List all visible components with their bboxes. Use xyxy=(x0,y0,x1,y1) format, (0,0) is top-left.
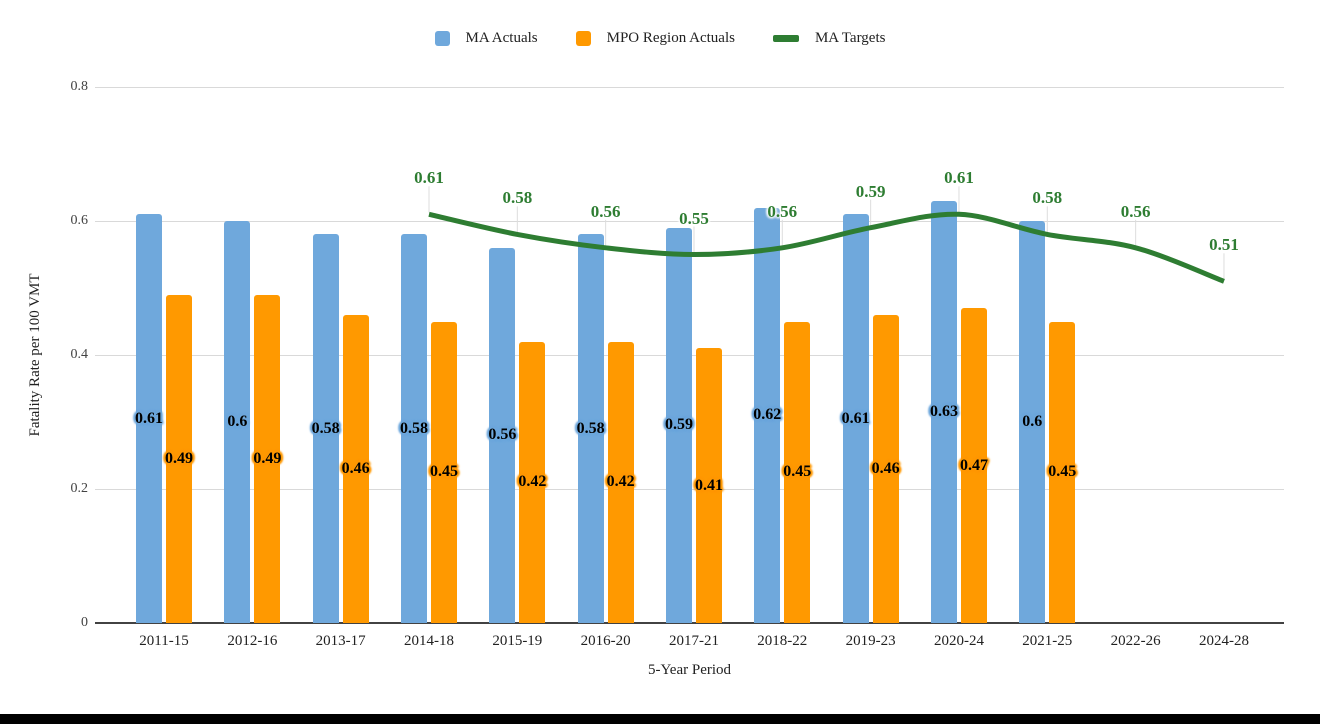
bar-mpo-region-actuals-2013-17[interactable] xyxy=(342,314,369,623)
x-axis-title: 5-Year Period xyxy=(647,662,732,678)
legend-swatch-ma-actuals xyxy=(434,31,450,46)
bar-mpo-region-actuals-2014-18[interactable] xyxy=(430,321,457,623)
bar-value-label: 0.59 xyxy=(664,416,693,434)
x-tick-label: 2011-15 xyxy=(139,633,189,649)
target-value-label: 0.58 xyxy=(502,188,533,208)
legend-label: MA Targets xyxy=(814,30,886,46)
x-tick-label: 2016-20 xyxy=(580,633,631,649)
x-tick-label: 2012-16 xyxy=(227,633,278,649)
bar-mpo-region-actuals-2016-20[interactable] xyxy=(607,341,634,623)
x-tick-label: 2019-23 xyxy=(845,633,896,649)
x-tick-label: 2024-28 xyxy=(1198,633,1249,649)
x-tick-label: 2017-21 xyxy=(668,633,719,649)
bar-value-label: 0.58 xyxy=(311,419,340,437)
bar-ma-actuals-2012-16[interactable] xyxy=(224,221,251,623)
target-value-label: 0.56 xyxy=(590,201,621,221)
bar-mpo-region-actuals-2012-16[interactable] xyxy=(254,294,281,623)
bar-value-label: 0.45 xyxy=(783,463,812,481)
bar-value-label: 0.58 xyxy=(399,419,428,437)
x-tick-label: 2014-18 xyxy=(403,633,454,649)
target-value-label: 0.51 xyxy=(1209,235,1239,255)
y-gridline xyxy=(95,87,1284,88)
target-value-label: 0.56 xyxy=(767,201,798,221)
target-value-label: 0.56 xyxy=(1120,201,1151,221)
bar-value-label: 0.45 xyxy=(1048,463,1077,481)
bar-mpo-region-actuals-2021-25[interactable] xyxy=(1049,321,1076,623)
legend-swatch-ma-targets xyxy=(772,35,799,42)
target-value-label: 0.61 xyxy=(944,168,974,188)
bar-mpo-region-actuals-2011-15[interactable] xyxy=(166,294,192,623)
legend-label: MPO Region Actuals xyxy=(606,30,735,46)
legend-label: MA Actuals xyxy=(465,30,538,46)
x-tick-label: 2021-25 xyxy=(1022,633,1073,649)
y-tick-label: 0.2 xyxy=(70,481,89,496)
bar-ma-actuals-2016-20[interactable] xyxy=(577,234,604,623)
bar-value-label: 0.49 xyxy=(165,449,193,467)
bar-mpo-region-actuals-2017-21[interactable] xyxy=(695,348,722,623)
bar-value-label: 0.49 xyxy=(253,449,282,467)
x-tick-label: 2022-26 xyxy=(1110,633,1161,649)
ma-targets-line[interactable] xyxy=(428,211,1225,284)
bar-value-label: 0.62 xyxy=(753,406,782,424)
bar-mpo-region-actuals-2015-19[interactable] xyxy=(519,341,546,623)
bar-mpo-region-actuals-2020-24[interactable] xyxy=(960,308,987,623)
bar-ma-actuals-2011-15[interactable] xyxy=(136,214,162,623)
target-value-label: 0.61 xyxy=(414,168,444,188)
x-tick-label: 2013-17 xyxy=(315,633,366,649)
bar-value-label: 0.46 xyxy=(871,459,900,477)
y-tick-label: 0.4 xyxy=(70,347,89,362)
bar-mpo-region-actuals-2019-23[interactable] xyxy=(872,314,899,623)
y-tick-label: 0.8 xyxy=(70,79,89,94)
x-tick-label: 2018-22 xyxy=(757,633,808,649)
chart-legend: MA Actuals MPO Region Actuals MA Targets xyxy=(0,30,1320,47)
bar-ma-actuals-2015-19[interactable] xyxy=(489,247,516,623)
legend-item-mpo-region-actuals[interactable]: MPO Region Actuals xyxy=(575,30,735,47)
y-tick-label: 0.6 xyxy=(70,213,89,228)
bar-value-label: 0.41 xyxy=(694,476,723,494)
bar-value-label: 0.42 xyxy=(518,473,547,491)
bar-value-label: 0.56 xyxy=(488,426,517,444)
x-tick-label: 2020-24 xyxy=(933,633,984,649)
bar-ma-actuals-2013-17[interactable] xyxy=(312,234,339,623)
bar-value-label: 0.58 xyxy=(576,419,605,437)
legend-swatch-mpo-region-actuals xyxy=(575,31,591,46)
bar-ma-actuals-2017-21[interactable] xyxy=(665,227,692,623)
target-value-label: 0.55 xyxy=(679,208,709,228)
bar-mpo-region-actuals-2018-22[interactable] xyxy=(784,321,811,623)
x-axis-baseline xyxy=(95,622,1284,624)
x-tick-label: 2015-19 xyxy=(492,633,543,649)
bar-value-label: 0.42 xyxy=(606,473,635,491)
bar-value-label: 0.47 xyxy=(959,456,988,474)
bar-value-label: 0.61 xyxy=(135,409,163,427)
bar-value-label: 0.46 xyxy=(341,459,370,477)
bar-value-label: 0.61 xyxy=(841,409,870,427)
legend-item-ma-targets[interactable]: MA Targets xyxy=(772,30,886,47)
y-tick-label: 0 xyxy=(81,615,88,630)
bar-value-label: 0.45 xyxy=(429,463,458,481)
bar-ma-actuals-2014-18[interactable] xyxy=(400,234,427,623)
bar-ma-actuals-2021-25[interactable] xyxy=(1019,221,1046,623)
bar-value-label: 0.63 xyxy=(929,402,958,420)
legend-item-ma-actuals[interactable]: MA Actuals xyxy=(434,30,538,47)
bar-value-label: 0.6 xyxy=(227,413,248,430)
window-bottom-bar xyxy=(0,714,1320,724)
bar-value-label: 0.6 xyxy=(1022,413,1043,430)
target-value-label: 0.58 xyxy=(1032,188,1063,208)
target-value-label: 0.59 xyxy=(855,181,886,201)
